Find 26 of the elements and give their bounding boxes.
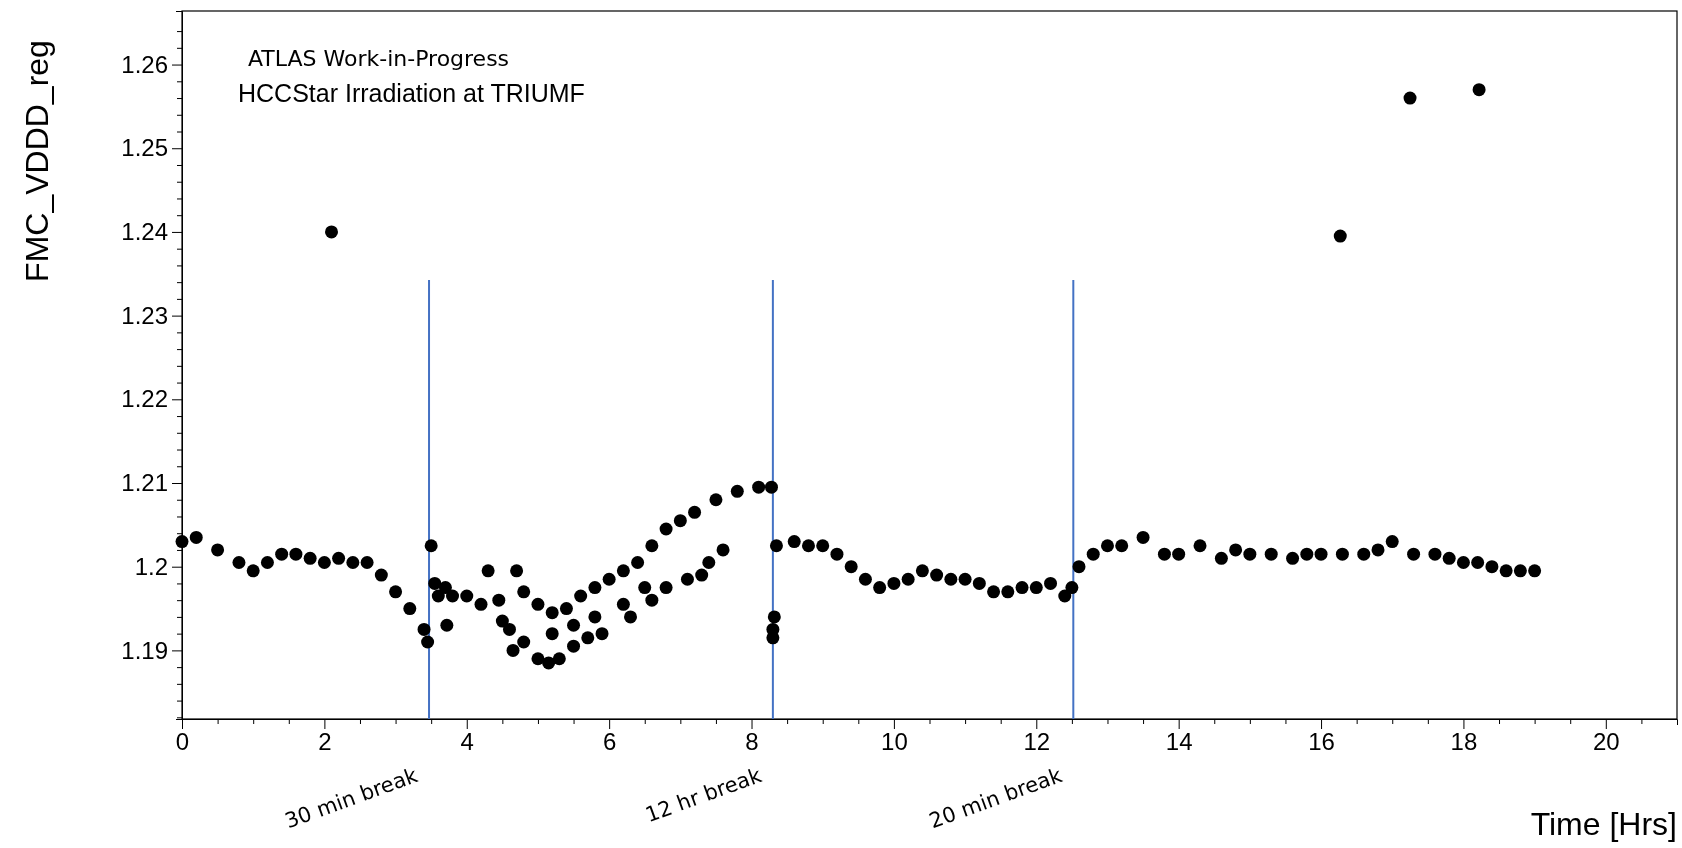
y-tick-label: 1.22: [121, 385, 168, 413]
x-axis-title: Time [Hrs]: [1530, 806, 1677, 842]
x-tick-label: 14: [1165, 728, 1193, 756]
annotation: ATLAS Work-in-Progress: [248, 46, 510, 71]
x-tick-label: 20: [1592, 728, 1620, 756]
x-tick-label: 8: [745, 728, 759, 756]
x-tick-label: 12: [1023, 728, 1051, 756]
annotation: HCCStar Irradiation at TRIUMF: [238, 79, 585, 107]
y-tick-label: 1.21: [121, 469, 168, 497]
x-tick-label: 18: [1450, 728, 1478, 756]
y-tick-label: 1.24: [121, 218, 168, 246]
y-tick-label: 1.26: [121, 50, 168, 78]
x-tick-label: 6: [602, 728, 617, 756]
y-axis-title: FMC_VDDD_reg: [19, 40, 55, 282]
ref-line-label: 20 min break: [926, 762, 1066, 834]
y-tick-label: 1.19: [121, 636, 168, 664]
y-tick-label: 1.25: [121, 134, 168, 162]
x-tick-label: 16: [1308, 728, 1335, 756]
y-tick-label: 1.2: [134, 552, 168, 580]
y-tick-label: 1.23: [121, 301, 168, 329]
ref-line-label: 30 min break: [281, 762, 422, 834]
x-tick-label: 2: [318, 728, 332, 756]
x-tick-label: 4: [460, 728, 474, 756]
x-tick-label: 0: [175, 728, 190, 756]
ref-line-label: 12 hr break: [642, 762, 766, 828]
x-tick-label: 10: [881, 728, 908, 756]
